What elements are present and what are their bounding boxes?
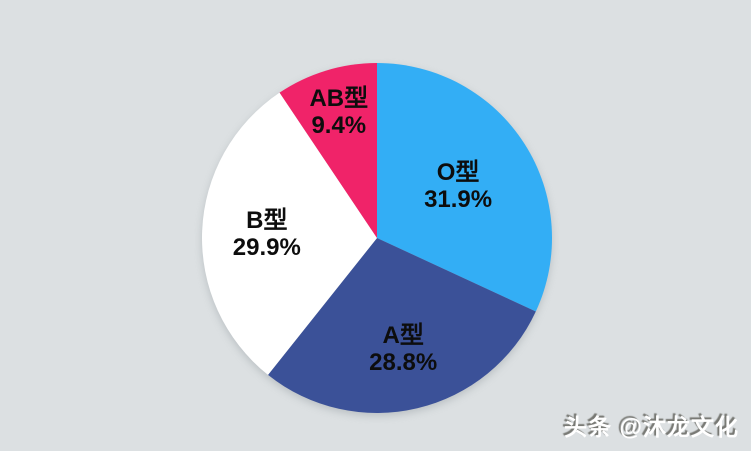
pie-slice-A型	[268, 238, 536, 414]
pie-slice-O型	[377, 63, 553, 312]
pie-slice-AB型	[279, 63, 377, 238]
pie-slice-B型	[202, 92, 377, 375]
watermark: 头条 @沐龙文化	[564, 414, 739, 440]
